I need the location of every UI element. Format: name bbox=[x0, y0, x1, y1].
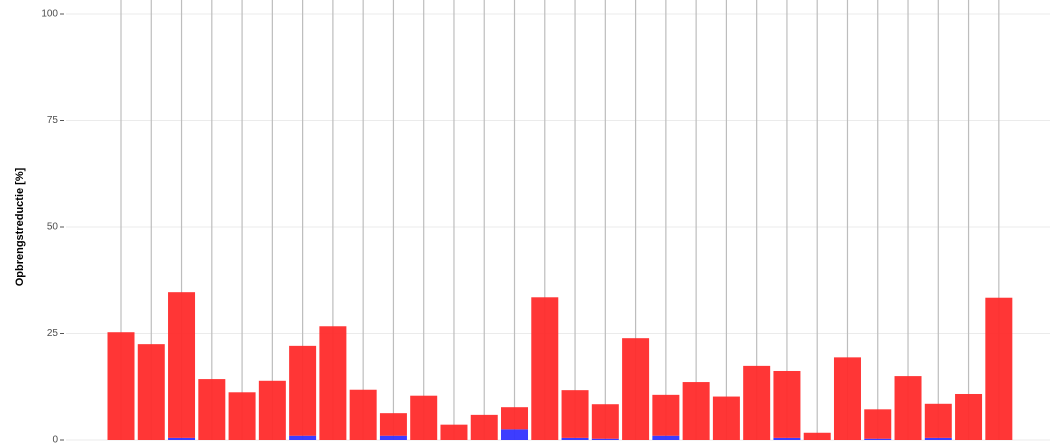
bar-segment bbox=[773, 437, 801, 440]
bar-segment bbox=[561, 437, 589, 440]
bar-segment bbox=[137, 344, 165, 440]
bar-segment bbox=[591, 438, 619, 440]
bar-segment bbox=[712, 396, 740, 440]
bar-segment bbox=[228, 392, 256, 440]
bar-segment bbox=[440, 424, 468, 440]
bar-segment bbox=[773, 370, 801, 438]
bar-segment bbox=[501, 429, 529, 440]
bar-segment bbox=[531, 297, 559, 440]
bar-segment bbox=[258, 380, 286, 440]
bar-segment bbox=[470, 414, 498, 440]
bar-segment bbox=[894, 376, 922, 440]
bar-segment bbox=[924, 403, 952, 438]
bar-segment bbox=[652, 435, 680, 440]
bar-segment bbox=[501, 407, 529, 430]
bar-segment bbox=[379, 435, 407, 440]
bar-segment bbox=[410, 395, 438, 440]
y-tick-label: 100 bbox=[41, 9, 58, 20]
bar-segment bbox=[198, 379, 226, 440]
y-tick-label: 75 bbox=[47, 115, 59, 126]
bar-segment bbox=[349, 389, 377, 440]
y-tick-label: 25 bbox=[47, 328, 59, 339]
y-tick-label: 0 bbox=[52, 435, 58, 446]
bar-segment bbox=[955, 393, 983, 440]
bar-segment bbox=[682, 382, 710, 440]
bar-segment bbox=[107, 332, 135, 440]
bar-segment bbox=[622, 338, 650, 440]
bar-segment bbox=[591, 404, 619, 439]
bar-segment bbox=[652, 394, 680, 436]
bar-segment bbox=[743, 365, 771, 440]
bar-segment bbox=[864, 409, 892, 439]
bar-segment bbox=[561, 390, 589, 438]
bar-segment bbox=[168, 292, 196, 438]
bar-segment bbox=[864, 438, 892, 440]
bar-segment bbox=[924, 437, 952, 440]
bar-segment bbox=[833, 357, 861, 440]
bar-segment bbox=[319, 326, 347, 440]
y-tick-label: 50 bbox=[47, 222, 59, 233]
bar-segment bbox=[985, 297, 1013, 440]
bar-segment bbox=[168, 437, 196, 440]
bar-segment bbox=[379, 413, 407, 436]
bar-segment bbox=[289, 435, 317, 440]
bar-segment bbox=[289, 345, 317, 436]
bar-segment bbox=[803, 432, 831, 440]
y-axis-title: Opbrengstreductie [%] bbox=[14, 167, 26, 286]
